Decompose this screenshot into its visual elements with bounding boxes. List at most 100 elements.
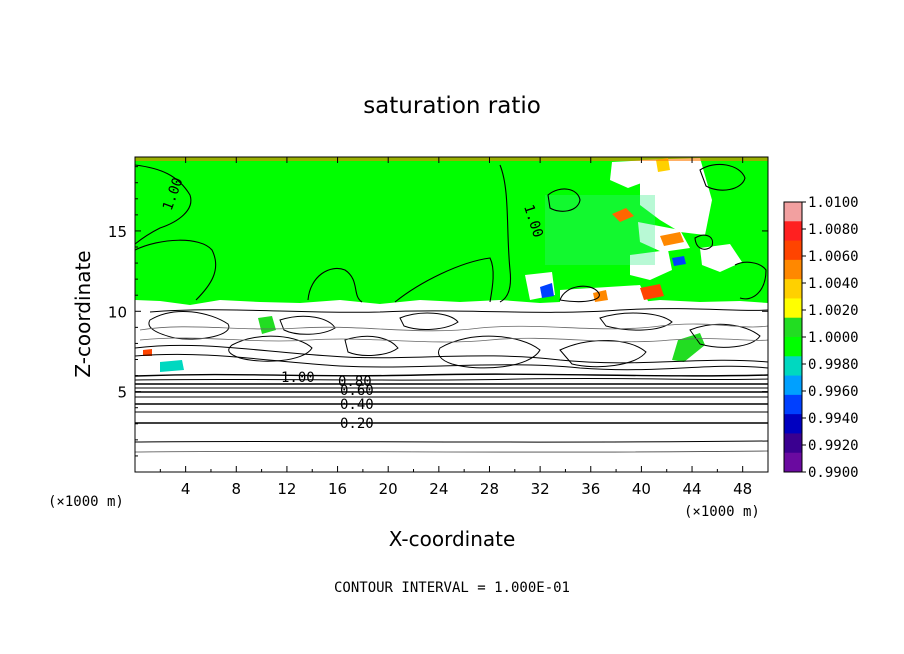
colorbar-swatch (784, 240, 802, 261)
colorbar-label: 1.0080 (808, 222, 859, 238)
colorbar-swatch (784, 298, 802, 319)
y-axis: 5 10 15 (108, 166, 768, 457)
contour-0.05 (134, 450, 769, 453)
upper-contour (134, 239, 217, 301)
eddy-contour (228, 335, 313, 362)
eddy-contour (134, 353, 769, 371)
colorbar-label: 0.9940 (808, 411, 859, 427)
x-tick-label: 40 (632, 480, 651, 498)
lower-teal-patch (160, 360, 184, 372)
eddy-contour (279, 315, 336, 335)
top-edge-strip (135, 157, 768, 161)
contour-label: 0.60 (340, 383, 374, 399)
clear-air-patch-7 (700, 244, 742, 272)
eddy-contours-thin (139, 323, 769, 343)
edge-highlight-6 (540, 283, 554, 298)
contour-label: 0.20 (340, 416, 374, 432)
x-axis-title: X-coordinate (389, 527, 516, 551)
colorbar-swatch (784, 375, 802, 396)
colorbar-label: 0.9900 (808, 465, 859, 481)
x-tick-label: 32 (531, 480, 550, 498)
contour-label: 0.40 (340, 397, 374, 413)
x-tick-label: 8 (232, 480, 242, 498)
edge-highlight-2 (660, 232, 684, 246)
x-tick-label: 4 (181, 480, 191, 498)
colorbar-label: 0.9920 (808, 438, 859, 454)
contour-0.90 (134, 377, 769, 381)
colorbar-swatch (784, 337, 802, 357)
upper-contour (559, 285, 600, 303)
x-tick-label: 12 (277, 480, 296, 498)
eddy-contour (559, 340, 647, 368)
colorbar-label: 1.0020 (808, 303, 859, 319)
upper-contour (134, 164, 192, 245)
x-tick-label: 20 (379, 480, 398, 498)
colorbar-swatch (784, 452, 802, 473)
upper-contour (499, 164, 512, 303)
contour-0.10 (134, 440, 769, 443)
y-tick-label: 15 (108, 223, 127, 241)
eddy-contour (139, 337, 769, 343)
contour-interval-note: CONTOUR INTERVAL = 1.000E-01 (334, 580, 570, 596)
colorbar-swatch (784, 202, 802, 222)
upper-contour (547, 188, 581, 212)
edge-highlight-7 (672, 256, 686, 266)
upper-contour (307, 268, 363, 303)
eddy-contour (148, 310, 230, 340)
colorbar-label: 0.9960 (808, 384, 859, 400)
eddy-contour (438, 335, 541, 369)
x-tick-label: 36 (581, 480, 600, 498)
plot-area: 1.00 0.80 0.60 0.40 0.20 1.00 1.00 (134, 156, 769, 473)
eddy-contour (149, 308, 769, 313)
contour-label: 0.80 (338, 374, 372, 390)
colorbar: 1.0100 1.0080 1.0060 1.0040 1.0020 1.0000 0.99… (783, 195, 859, 481)
y-tick-label: 10 (108, 303, 127, 321)
x-right-unit-label: (×1000 m) (684, 504, 760, 520)
colorbar-label: 1.0040 (808, 276, 859, 292)
colorbar-label: 1.0100 (808, 195, 859, 211)
colorbar-swatch (784, 356, 802, 377)
x-tick-label: 44 (682, 480, 701, 498)
clear-air-patch-2 (610, 160, 655, 188)
lower-unsaturated-field (135, 300, 768, 472)
colorbar-swatch (784, 317, 802, 338)
eddy-contour (139, 323, 769, 332)
upper-contour (699, 163, 746, 191)
colorbar-swatch (784, 433, 802, 454)
chart-title: saturation ratio (363, 93, 541, 119)
x-axis: 4 8 12 16 20 24 28 32 36 40 44 48 (159, 157, 752, 498)
colorbar-label: 0.9980 (808, 357, 859, 373)
colorbar-swatch (784, 259, 802, 280)
upper-contours (134, 163, 767, 303)
eddy-contour (134, 344, 769, 364)
eddy-contour (344, 335, 399, 356)
contour-label: 1.00 (281, 370, 315, 386)
colorbar-swatch (784, 414, 802, 434)
upper-contour (394, 257, 494, 303)
eddy-contour (399, 312, 459, 330)
x-tick-label: 28 (480, 480, 499, 498)
x-left-unit-label: (×1000 m) (48, 494, 124, 510)
colorbar-swatch (784, 221, 802, 242)
colorbar-label: 1.0000 (808, 330, 859, 346)
y-axis-title: Z-coordinate (71, 250, 95, 377)
edge-highlight-5 (656, 158, 670, 172)
y-tick-label: 5 (117, 384, 127, 402)
stratified-contours (134, 373, 769, 453)
clear-air-patch-3 (630, 250, 672, 280)
contour-1.00 (134, 373, 769, 377)
teal-variation (545, 195, 655, 265)
upper-contour (694, 234, 714, 250)
lower-green-patch-1 (258, 316, 276, 334)
lower-orange-patch (143, 349, 152, 356)
edge-highlight-3 (640, 284, 664, 300)
x-tick-label: 16 (328, 480, 347, 498)
colorbar-swatch (784, 394, 802, 415)
colorbar-label: 1.0060 (808, 249, 859, 265)
x-tick-label: 24 (429, 480, 448, 498)
clear-air-patch-1 (640, 158, 712, 235)
x-tick-label: 48 (733, 480, 752, 498)
plot-frame (134, 156, 769, 473)
edge-highlight-1 (612, 208, 634, 222)
